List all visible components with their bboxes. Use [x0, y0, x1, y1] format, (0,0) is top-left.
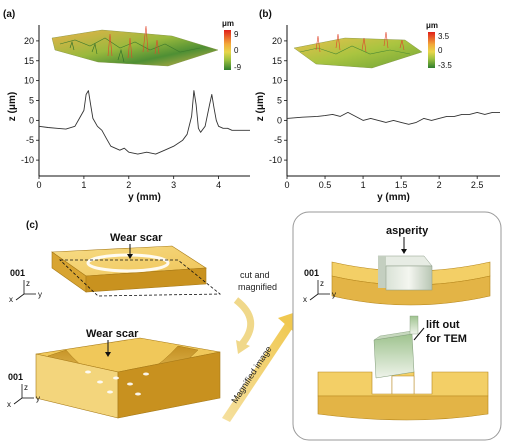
- x-tick-label: 1: [361, 180, 366, 190]
- asperity-side: [378, 256, 386, 288]
- axes-triad-box: 001 z y x: [303, 268, 336, 304]
- x-tick-label: 0.5: [319, 180, 332, 190]
- cut-label-1: cut and: [240, 270, 270, 280]
- curved-arrow-head-icon: [236, 340, 250, 354]
- dir-label-top: 001: [10, 268, 25, 278]
- x-tick-label: 0: [36, 180, 41, 190]
- y-tick-label: 0: [277, 115, 282, 125]
- y-tick-label: 10: [272, 76, 282, 86]
- axes-triad-top: 001 z y x: [9, 268, 42, 304]
- y-tick-label: 20: [24, 36, 34, 46]
- lift-out-lamella: [373, 333, 415, 379]
- profile-line: [286, 111, 500, 125]
- y-tick-label: 15: [272, 56, 282, 66]
- panel-label-c: (c): [26, 220, 38, 231]
- wear-scar-label-top: Wear scar: [110, 232, 163, 244]
- magnified-label: Magnified image: [229, 344, 273, 405]
- colorbar-b-min: -3.5: [438, 61, 452, 70]
- surface-map-a: [51, 25, 219, 67]
- y-tick-label: -5: [26, 135, 34, 145]
- dir-label-bottom: 001: [8, 372, 23, 382]
- arrow-head-icon: [401, 249, 407, 254]
- y-tick-label: 20: [272, 36, 282, 46]
- x-tick-label: 4: [216, 180, 221, 190]
- block-bottom: [35, 337, 221, 419]
- colorbar-b-max: 3.5: [438, 32, 450, 41]
- chart-b: 0 0.5 1 1.5 2 2.5 -10 -5 0 5 10 15 20 y (mm) z (μm): [255, 25, 500, 203]
- colorbar-a: [224, 30, 231, 70]
- x-axis-label: y (mm): [377, 192, 410, 203]
- axis-z-box: z: [320, 279, 324, 288]
- colorbar-b-mid: 0: [438, 46, 443, 55]
- dir-label-box: 001: [304, 268, 319, 278]
- lift-out-label-1: lift out: [426, 319, 460, 331]
- arrow-head-icon: [127, 254, 133, 259]
- lift-out-label-2: for TEM: [426, 333, 467, 345]
- colorbar-a-min: -9: [234, 63, 242, 72]
- colorbar-a-mid: 0: [234, 46, 239, 55]
- axes-triad-bottom: 001 z y x: [7, 372, 40, 409]
- y-tick-label: 5: [277, 96, 282, 106]
- x-tick-label: 0: [284, 180, 289, 190]
- chart-a: 0 1 2 3 4 -10 -5 0 5 10 15 20 y (mm) z (μm): [7, 25, 250, 203]
- colorbar-b: [428, 32, 435, 68]
- panel-label-a: (a): [3, 9, 15, 20]
- colorbar-b-unit: μm: [426, 21, 438, 30]
- y-axis-label: z (μm): [7, 92, 18, 121]
- beam-lower: [317, 315, 489, 421]
- axis-y-bottom: y: [36, 394, 40, 403]
- cut-region-box: [58, 259, 222, 297]
- wear-debris: [85, 370, 149, 396]
- magnify-arrow-head-icon: [278, 312, 296, 332]
- surface-map-b: [293, 31, 423, 69]
- axis-z-top: z: [26, 279, 30, 288]
- y-tick-label: -5: [274, 135, 282, 145]
- lift-out-pointer: [413, 327, 425, 341]
- x-tick-label: 2: [437, 180, 442, 190]
- lift-out-tip: [409, 315, 419, 335]
- asperity-label: asperity: [386, 225, 429, 237]
- y-tick-label: -10: [21, 155, 34, 165]
- colorbar-a-max: 9: [234, 30, 239, 39]
- beam-upper: [331, 255, 491, 306]
- y-tick-label: -10: [269, 155, 282, 165]
- axis-x-bottom: x: [7, 400, 11, 409]
- axis-y-box: y: [332, 290, 336, 299]
- curved-arrow-icon: [233, 297, 255, 347]
- y-tick-label: 0: [29, 115, 34, 125]
- x-tick-label: 2: [126, 180, 131, 190]
- asperity-block: [385, 265, 433, 291]
- arrow-head-icon: [105, 352, 111, 357]
- colorbar-a-unit: μm: [222, 19, 234, 28]
- axis-x-box: x: [303, 295, 307, 304]
- y-tick-label: 15: [24, 56, 34, 66]
- block-top: [51, 245, 207, 293]
- y-tick-label: 10: [24, 76, 34, 86]
- magnify-arrow-icon: [222, 322, 294, 422]
- y-tick-label: 5: [29, 96, 34, 106]
- axis-x-top: x: [9, 295, 13, 304]
- axis-y-top: y: [38, 290, 42, 299]
- cut-label-2: magnified: [238, 282, 277, 292]
- y-axis-label: z (μm): [255, 92, 266, 121]
- x-axis-label: y (mm): [128, 192, 161, 203]
- x-tick-label: 3: [171, 180, 176, 190]
- axis-z-bottom: z: [24, 383, 28, 392]
- x-tick-label: 1.5: [395, 180, 408, 190]
- x-tick-label: 2.5: [471, 180, 484, 190]
- panel-label-b: (b): [259, 9, 272, 20]
- profile-line: [38, 90, 250, 155]
- wear-scar-label-bottom: Wear scar: [86, 328, 139, 340]
- x-tick-label: 1: [81, 180, 86, 190]
